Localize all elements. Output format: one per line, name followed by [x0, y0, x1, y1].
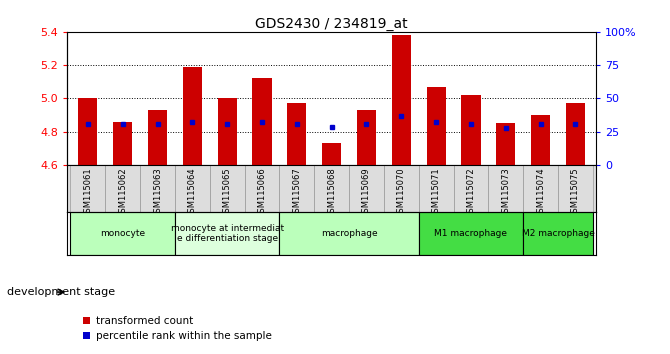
Bar: [488, 165, 523, 212]
Text: GSM115074: GSM115074: [536, 167, 545, 218]
Text: GSM115063: GSM115063: [153, 167, 162, 218]
Text: GSM115073: GSM115073: [501, 167, 511, 218]
Bar: [454, 165, 488, 212]
Text: development stage: development stage: [7, 287, 115, 297]
Bar: [279, 165, 314, 212]
Bar: [245, 165, 279, 212]
Text: monocyte: monocyte: [100, 229, 145, 238]
Bar: [349, 165, 384, 212]
Text: monocyte at intermediat
e differentiation stage: monocyte at intermediat e differentiatio…: [171, 224, 284, 243]
Text: GSM115075: GSM115075: [571, 167, 580, 218]
Text: GSM115061: GSM115061: [83, 167, 92, 218]
Bar: [105, 165, 140, 212]
Text: GSM115066: GSM115066: [257, 167, 267, 218]
Bar: [566, 103, 585, 165]
Bar: [148, 110, 167, 165]
Bar: [523, 165, 558, 212]
Text: GSM115069: GSM115069: [362, 167, 371, 218]
Bar: [462, 95, 480, 165]
Text: GSM115070: GSM115070: [397, 167, 406, 218]
Bar: [314, 165, 349, 212]
Text: GSM115068: GSM115068: [327, 167, 336, 218]
Bar: [183, 67, 202, 165]
Bar: [531, 115, 550, 165]
Bar: [427, 87, 446, 165]
Title: GDS2430 / 234819_at: GDS2430 / 234819_at: [255, 17, 408, 31]
Text: GSM115065: GSM115065: [222, 167, 232, 218]
Bar: [384, 165, 419, 212]
Bar: [357, 110, 376, 165]
Bar: [218, 98, 237, 165]
Bar: [78, 98, 97, 165]
Text: GSM115072: GSM115072: [466, 167, 476, 218]
Bar: [253, 78, 271, 165]
Bar: [392, 35, 411, 165]
Bar: [70, 165, 105, 212]
Bar: [175, 165, 210, 212]
Bar: [419, 165, 454, 212]
Bar: [140, 165, 175, 212]
Bar: [558, 165, 593, 212]
Text: GSM115067: GSM115067: [292, 167, 302, 218]
Bar: [523, 212, 593, 255]
Text: GSM115064: GSM115064: [188, 167, 197, 218]
Text: M1 macrophage: M1 macrophage: [434, 229, 507, 238]
Text: GSM115071: GSM115071: [431, 167, 441, 218]
Bar: [175, 212, 279, 255]
Bar: [113, 121, 132, 165]
Bar: [287, 103, 306, 165]
Bar: [210, 165, 245, 212]
Bar: [496, 123, 515, 165]
Text: GSM115062: GSM115062: [118, 167, 127, 218]
Text: M2 macrophage: M2 macrophage: [521, 229, 594, 238]
Bar: [322, 143, 341, 165]
Text: macrophage: macrophage: [321, 229, 377, 238]
Bar: [279, 212, 419, 255]
Bar: [419, 212, 523, 255]
Legend: transformed count, percentile rank within the sample: transformed count, percentile rank withi…: [79, 312, 275, 345]
Bar: [70, 212, 175, 255]
